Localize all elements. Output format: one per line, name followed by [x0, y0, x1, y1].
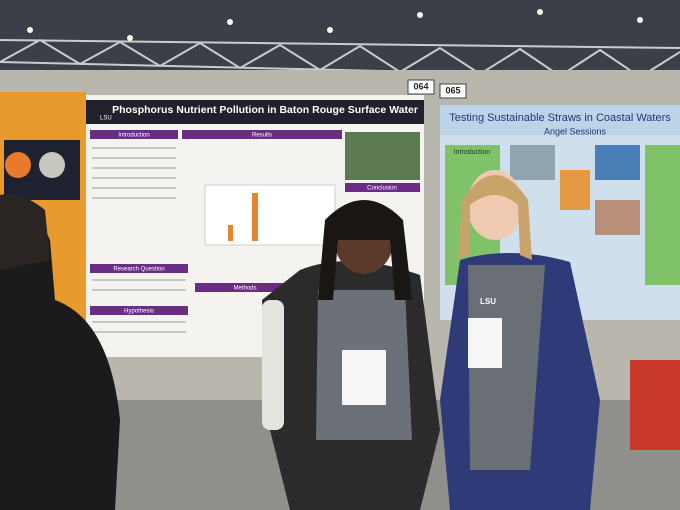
- chart-bar: [228, 225, 233, 241]
- pie: [5, 152, 31, 178]
- number-tag: [407, 79, 435, 95]
- photo-tile: [595, 200, 640, 235]
- person-left: [0, 199, 120, 510]
- number-tag: [439, 83, 467, 99]
- ceiling-lights: [27, 9, 643, 41]
- shirt-logo: LSU: [480, 297, 496, 306]
- map-image: [345, 132, 420, 180]
- section-label: Introduction: [118, 133, 149, 139]
- section-label: Introduction: [454, 149, 491, 156]
- poster-title: Testing Sustainable Straws in Coastal Wa…: [449, 112, 671, 124]
- body-text-lines: [92, 147, 186, 333]
- poster-author: Angel Sessions: [544, 126, 607, 136]
- patterned-bag: [630, 360, 680, 450]
- section-bar: [90, 130, 178, 139]
- section-label: Conclusion: [367, 186, 397, 192]
- section-bar: [182, 130, 342, 139]
- poster-header: [86, 100, 424, 124]
- person-left-hair: [0, 194, 50, 270]
- chart-bar: [252, 193, 258, 241]
- badge: [468, 318, 502, 368]
- photo-tile: [510, 145, 555, 180]
- pie: [39, 152, 65, 178]
- poster-title: Phosphorus Nutrient Pollution in Baton R…: [112, 104, 418, 116]
- photo-tile: [595, 145, 640, 180]
- section-label: Hypothesis: [124, 309, 154, 315]
- person-center-sleeve: [262, 300, 284, 430]
- section-label: Methods: [233, 286, 256, 292]
- person-center-hair: [318, 200, 412, 300]
- section-bar: [345, 183, 420, 192]
- section-bar: [90, 264, 188, 273]
- section-label: Research Question: [113, 267, 164, 273]
- bar-chart-image: [204, 184, 336, 246]
- logo: LSU: [100, 116, 112, 122]
- person-right-shirt: [468, 265, 545, 470]
- poster-number: 064: [413, 81, 428, 91]
- section-bar: [90, 306, 188, 315]
- photo-tile: [560, 170, 590, 210]
- poster-header: [440, 105, 680, 135]
- section-label: Results: [252, 133, 272, 139]
- poster-number: 065: [445, 85, 460, 95]
- section-bar: [195, 283, 295, 292]
- person-right-hair: [458, 175, 532, 260]
- badge: [342, 350, 386, 405]
- poster-column: [645, 145, 680, 285]
